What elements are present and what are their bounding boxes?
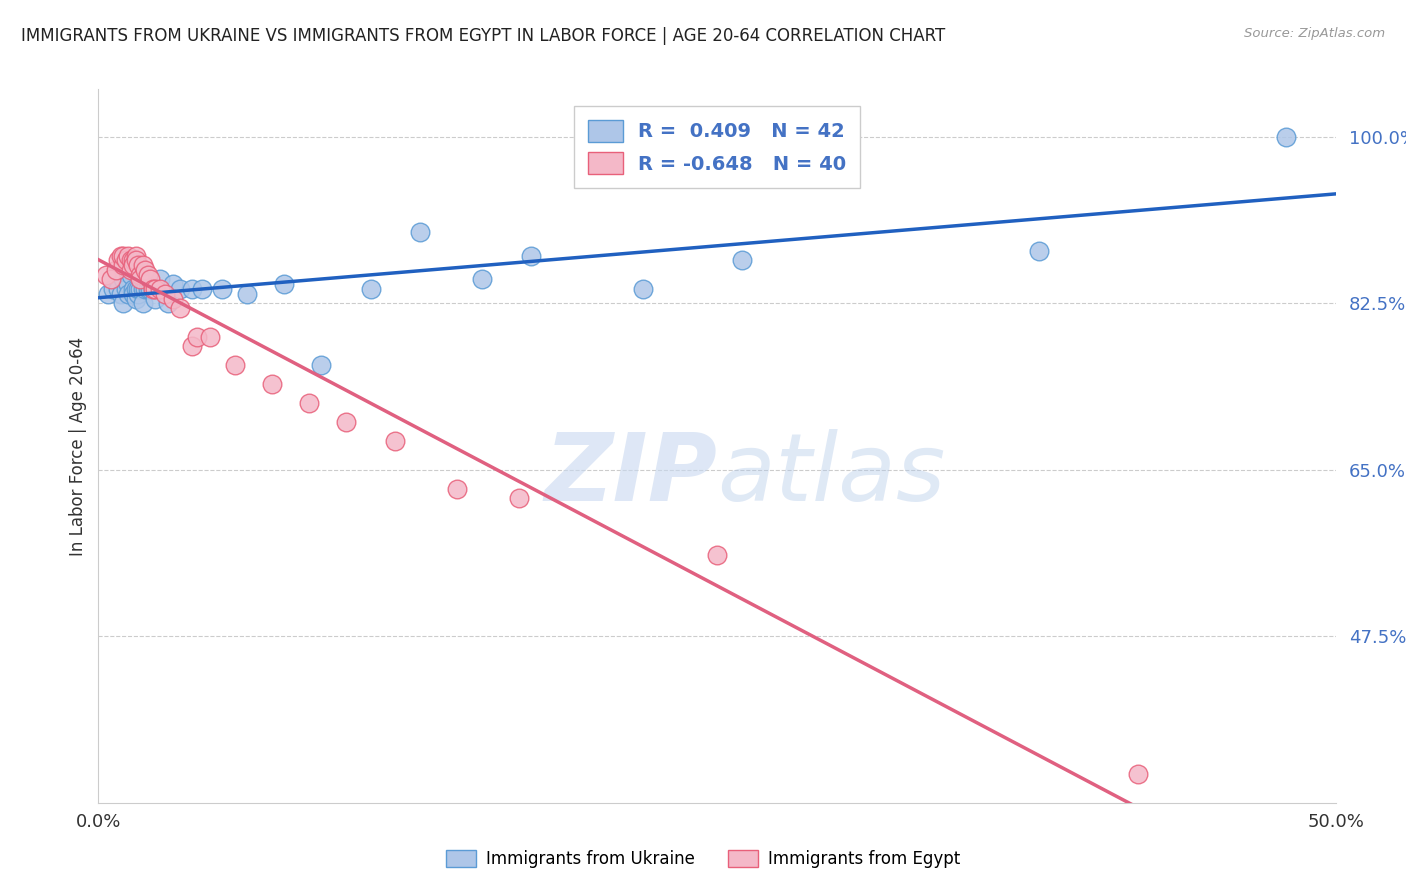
Point [124, 253, 146, 268]
Point [191, 282, 214, 296]
Text: IMMIGRANTS FROM UKRAINE VS IMMIGRANTS FROM EGYPT IN LABOR FORCE | AGE 20-64 CORR: IMMIGRANTS FROM UKRAINE VS IMMIGRANTS FR… [21, 27, 945, 45]
Point [94, 268, 117, 282]
Point [162, 292, 184, 306]
Legend: R =  0.409   N = 42, R = -0.648   N = 40: R = 0.409 N = 42, R = -0.648 N = 40 [574, 106, 860, 188]
Point [149, 282, 172, 296]
Point [124, 282, 146, 296]
Point [309, 358, 332, 372]
Point [120, 268, 142, 282]
Point [471, 272, 494, 286]
Point [117, 249, 139, 263]
Point [127, 282, 149, 296]
Point [134, 263, 156, 277]
Point [110, 286, 132, 301]
Point [124, 249, 146, 263]
Point [335, 415, 357, 429]
Text: ZIP: ZIP [544, 428, 717, 521]
Point [97, 286, 120, 301]
Point [384, 434, 406, 449]
Point [107, 253, 129, 268]
Point [120, 253, 142, 268]
Point [198, 329, 221, 343]
Point [1275, 129, 1298, 144]
Point [155, 286, 177, 301]
Point [112, 249, 135, 263]
Point [162, 277, 184, 292]
Point [104, 263, 127, 277]
Legend: Immigrants from Ukraine, Immigrants from Egypt: Immigrants from Ukraine, Immigrants from… [439, 843, 967, 875]
Point [120, 263, 142, 277]
Point [360, 282, 382, 296]
Point [446, 482, 468, 496]
Y-axis label: In Labor Force | Age 20-64: In Labor Force | Age 20-64 [69, 336, 87, 556]
Point [112, 296, 135, 310]
Point [107, 282, 129, 296]
Point [631, 282, 654, 296]
Point [1126, 767, 1149, 781]
Point [129, 268, 152, 282]
Point [260, 377, 283, 392]
Point [298, 396, 321, 410]
Point [132, 258, 155, 272]
Point [409, 225, 432, 239]
Point [181, 339, 204, 353]
Point [139, 272, 162, 286]
Point [236, 286, 259, 301]
Point [508, 491, 530, 506]
Point [122, 286, 145, 301]
Point [124, 292, 146, 306]
Point [520, 249, 543, 263]
Point [117, 277, 139, 292]
Point [1028, 244, 1050, 258]
Point [211, 282, 233, 296]
Point [169, 301, 191, 315]
Point [156, 296, 179, 310]
Point [136, 268, 159, 282]
Point [129, 282, 152, 296]
Point [224, 358, 246, 372]
Point [169, 282, 191, 296]
Point [110, 249, 132, 263]
Point [143, 282, 166, 296]
Point [122, 258, 145, 272]
Point [134, 282, 156, 296]
Point [132, 296, 155, 310]
Point [117, 286, 139, 301]
Point [114, 253, 136, 268]
Point [132, 282, 155, 296]
Point [103, 282, 125, 296]
Point [136, 282, 159, 296]
Point [112, 272, 135, 286]
Point [273, 277, 295, 292]
Point [142, 282, 165, 296]
Point [181, 282, 204, 296]
Point [129, 272, 152, 286]
Point [127, 258, 149, 272]
Point [127, 286, 149, 301]
Text: atlas: atlas [717, 429, 945, 520]
Point [731, 253, 754, 268]
Point [122, 253, 145, 268]
Point [142, 282, 165, 296]
Point [143, 292, 166, 306]
Point [100, 272, 122, 286]
Point [139, 282, 162, 296]
Point [186, 329, 208, 343]
Point [112, 258, 135, 272]
Point [706, 549, 728, 563]
Point [114, 282, 136, 296]
Point [149, 272, 172, 286]
Point [122, 282, 145, 296]
Text: Source: ZipAtlas.com: Source: ZipAtlas.com [1244, 27, 1385, 40]
